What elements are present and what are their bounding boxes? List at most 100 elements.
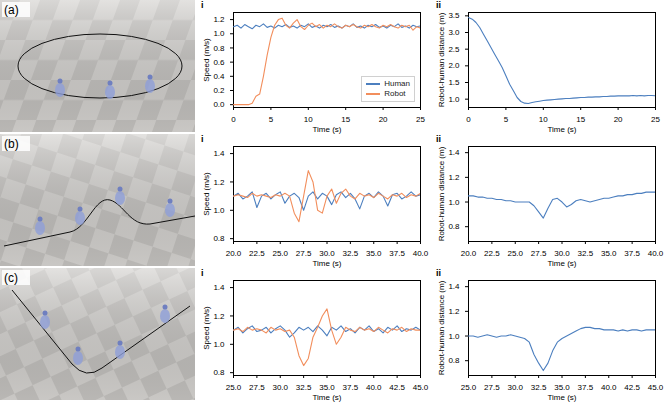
svg-text:32.5: 32.5 <box>531 383 547 392</box>
html-text:Robot: Robot <box>384 89 406 98</box>
svg-text:37.5: 37.5 <box>578 383 594 392</box>
svg-text:37.5: 37.5 <box>624 249 640 258</box>
svg-text:1.2: 1.2 <box>213 15 225 24</box>
svg-text:0: 0 <box>231 115 236 124</box>
svg-text:22.5: 22.5 <box>249 249 265 258</box>
html-text:i: i <box>201 134 204 144</box>
svg-text:5: 5 <box>269 115 274 124</box>
svg-text:27.5: 27.5 <box>531 249 547 258</box>
html-text:i: i <box>201 0 204 10</box>
svg-text:35.0: 35.0 <box>366 249 382 258</box>
svg-text:30.0: 30.0 <box>319 249 335 258</box>
svg-text:27.5: 27.5 <box>249 383 265 392</box>
svg-text:32.5: 32.5 <box>296 383 312 392</box>
svg-text:0.8: 0.8 <box>448 222 460 231</box>
svg-text:Time (s): Time (s) <box>312 125 341 134</box>
svg-text:1.5: 1.5 <box>448 78 460 87</box>
html-text:ii: ii <box>436 268 441 278</box>
svg-text:42.5: 42.5 <box>389 383 405 392</box>
svg-text:0: 0 <box>466 115 471 124</box>
svg-text:45.0: 45.0 <box>648 383 664 392</box>
svg-text:20: 20 <box>614 115 623 124</box>
svg-text:25.0: 25.0 <box>461 383 477 392</box>
svg-text:1.0: 1.0 <box>213 206 225 215</box>
svg-text:30.0: 30.0 <box>554 249 570 258</box>
svg-text:22.5: 22.5 <box>484 249 500 258</box>
svg-text:20: 20 <box>379 115 388 124</box>
svg-text:15: 15 <box>341 115 350 124</box>
svg-text:1.0: 1.0 <box>213 340 225 349</box>
svg-text:1.2: 1.2 <box>213 312 225 321</box>
svg-text:37.5: 37.5 <box>389 249 405 258</box>
svg-text:20.0: 20.0 <box>461 249 477 258</box>
svg-text:0.6: 0.6 <box>213 58 225 67</box>
svg-text:1.4: 1.4 <box>448 282 460 291</box>
html-text:ii: ii <box>436 0 441 10</box>
svg-text:2.5: 2.5 <box>448 45 460 54</box>
svg-text:27.5: 27.5 <box>484 383 500 392</box>
svg-text:25: 25 <box>416 115 425 124</box>
svg-text:1.4: 1.4 <box>448 148 460 157</box>
svg-text:(b): (b) <box>4 137 19 151</box>
svg-text:Time (s): Time (s) <box>547 125 576 134</box>
svg-text:25.0: 25.0 <box>272 249 288 258</box>
svg-text:3.0: 3.0 <box>448 28 460 37</box>
svg-text:Time (s): Time (s) <box>312 393 341 402</box>
svg-text:(c): (c) <box>4 271 18 285</box>
svg-text:Time (s): Time (s) <box>547 259 576 268</box>
html-text:ii: ii <box>436 134 441 144</box>
svg-text:1.0: 1.0 <box>448 332 460 341</box>
svg-text:1.2: 1.2 <box>448 173 460 182</box>
svg-text:40.0: 40.0 <box>601 383 617 392</box>
svg-text:40.0: 40.0 <box>366 383 382 392</box>
svg-text:0.2: 0.2 <box>213 86 225 95</box>
svg-text:27.5: 27.5 <box>296 249 312 258</box>
svg-text:Robot-human distance (m): Robot-human distance (m) <box>437 280 446 375</box>
svg-text:40.0: 40.0 <box>648 249 664 258</box>
svg-text:1.2: 1.2 <box>213 178 225 187</box>
svg-text:35.0: 35.0 <box>554 383 570 392</box>
svg-text:1.2: 1.2 <box>448 307 460 316</box>
html-text:Human: Human <box>384 79 410 88</box>
svg-text:10: 10 <box>304 115 313 124</box>
svg-text:5: 5 <box>504 115 509 124</box>
svg-text:30.0: 30.0 <box>507 383 523 392</box>
svg-text:Speed (m/s): Speed (m/s) <box>202 306 211 350</box>
svg-text:1.4: 1.4 <box>213 149 225 158</box>
svg-text:Speed (m/s): Speed (m/s) <box>202 38 211 82</box>
svg-text:1.0: 1.0 <box>213 29 225 38</box>
svg-text:32.5: 32.5 <box>578 249 594 258</box>
svg-text:25: 25 <box>651 115 660 124</box>
svg-text:Speed (m/s): Speed (m/s) <box>202 172 211 216</box>
svg-text:0.8: 0.8 <box>213 44 225 53</box>
svg-text:Robot-human distance (m): Robot-human distance (m) <box>437 146 446 241</box>
svg-text:1.0: 1.0 <box>448 95 460 104</box>
svg-text:3.5: 3.5 <box>448 11 460 20</box>
svg-text:32.5: 32.5 <box>343 249 359 258</box>
svg-text:10: 10 <box>539 115 548 124</box>
svg-text:Robot-human distance (m): Robot-human distance (m) <box>437 12 446 107</box>
svg-text:1.0: 1.0 <box>448 198 460 207</box>
svg-text:0.8: 0.8 <box>213 368 225 377</box>
svg-text:(a): (a) <box>4 3 19 17</box>
svg-text:0.0: 0.0 <box>213 100 225 109</box>
svg-text:1.4: 1.4 <box>213 283 225 292</box>
svg-text:35.0: 35.0 <box>319 383 335 392</box>
svg-text:0.4: 0.4 <box>213 72 225 81</box>
svg-text:Time (s): Time (s) <box>547 393 576 402</box>
svg-text:40.0: 40.0 <box>413 249 429 258</box>
svg-text:42.5: 42.5 <box>624 383 640 392</box>
svg-text:2.0: 2.0 <box>448 61 460 70</box>
svg-text:0.8: 0.8 <box>213 234 225 243</box>
html-text:i: i <box>201 268 204 278</box>
svg-text:Time (s): Time (s) <box>312 259 341 268</box>
svg-text:25.0: 25.0 <box>507 249 523 258</box>
svg-text:25.0: 25.0 <box>226 383 242 392</box>
svg-text:37.5: 37.5 <box>343 383 359 392</box>
svg-text:35.0: 35.0 <box>601 249 617 258</box>
svg-text:0.8: 0.8 <box>448 356 460 365</box>
svg-text:45.0: 45.0 <box>413 383 429 392</box>
svg-text:30.0: 30.0 <box>272 383 288 392</box>
svg-text:20.0: 20.0 <box>226 249 242 258</box>
svg-text:15: 15 <box>576 115 585 124</box>
